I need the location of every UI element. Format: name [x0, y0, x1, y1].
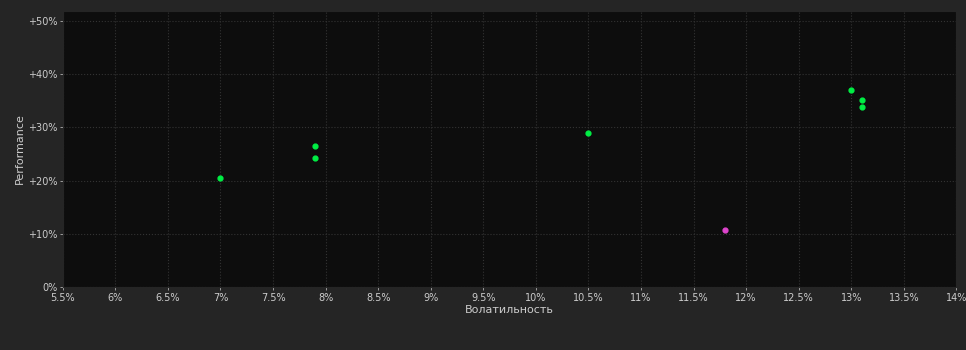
X-axis label: Волатильность: Волатильность — [465, 305, 554, 315]
Point — [854, 97, 869, 103]
Point — [843, 88, 859, 93]
Point — [307, 155, 323, 161]
Point — [307, 143, 323, 149]
Point — [213, 175, 228, 181]
Y-axis label: Performance: Performance — [14, 113, 25, 184]
Point — [854, 105, 869, 110]
Point — [718, 227, 733, 232]
Point — [581, 130, 596, 135]
